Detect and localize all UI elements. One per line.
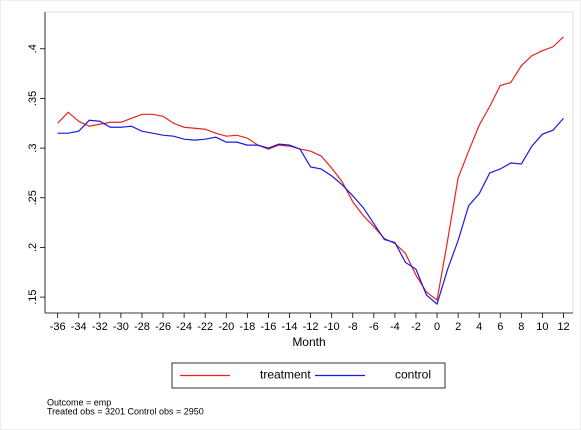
x-tick-label: -14 [282,321,298,333]
x-tick-label: 8 [518,321,524,333]
x-tick-label: -22 [197,321,213,333]
x-tick-label: 10 [536,321,548,333]
note: Treated obs = 3201 Control obs = 2950 [47,406,204,416]
x-tick-label: -24 [176,321,192,333]
x-tick-label: 0 [434,321,440,333]
x-tick-label: -36 [50,321,66,333]
x-tick-label: 4 [476,321,482,333]
x-tick-label: -12 [303,321,319,333]
note: Outcome = emp [47,397,111,407]
x-tick-label: 12 [557,321,569,333]
x-tick-label: -2 [411,321,421,333]
x-tick-label: -28 [134,321,150,333]
y-tick-label: .2 [27,243,39,252]
series-line [57,117,564,306]
y-tick-label: .15 [27,289,39,304]
x-tick-label: -8 [348,321,358,333]
y-tick-label: .3 [27,144,39,153]
legend-label: control [395,368,431,382]
legend-label: treatment [260,368,311,382]
plot-area [44,11,574,314]
x-tick-label: -32 [92,321,108,333]
x-tick-label: -10 [324,321,340,333]
x-tick-label: 6 [497,321,503,333]
x-tick-label: -4 [390,321,400,333]
y-tick-label: .4 [27,44,39,53]
x-tick-label: -34 [71,321,87,333]
x-tick-label: -20 [218,321,234,333]
x-tick-label: 2 [455,321,461,333]
x-tick-label: -6 [369,321,379,333]
series-line [57,36,564,302]
x-tick-label: -26 [155,321,171,333]
y-tick-label: .35 [27,91,39,106]
x-tick-label: -30 [113,321,129,333]
y-tick-label: .25 [27,190,39,205]
x-tick-label: -18 [239,321,255,333]
x-tick-label: -16 [260,321,276,333]
x-axis-label: Month [292,335,325,349]
